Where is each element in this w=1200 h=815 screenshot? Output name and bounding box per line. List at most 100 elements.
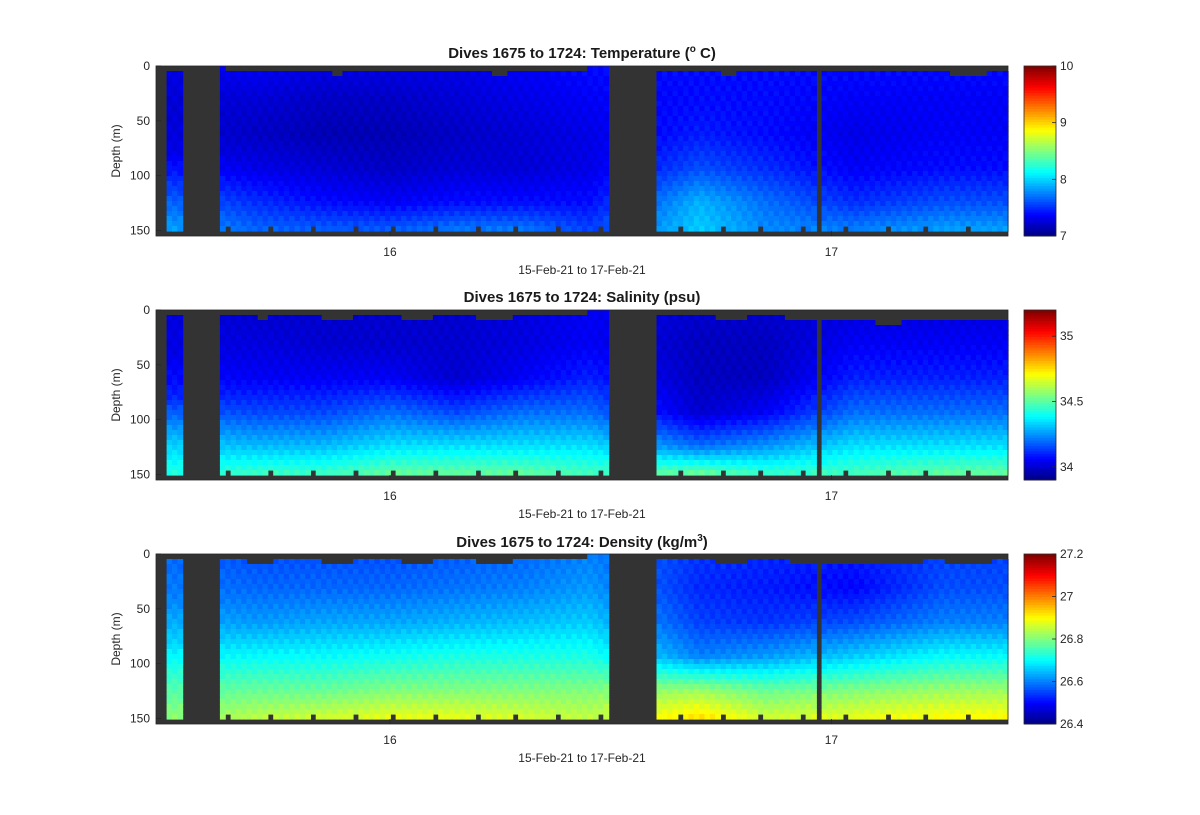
heatmap-cell <box>166 440 173 446</box>
heatmap-cell <box>566 221 572 227</box>
heatmap-cell <box>550 81 556 87</box>
heatmap-cell <box>534 116 540 122</box>
heatmap-cell <box>837 201 844 207</box>
heatmap-cell <box>944 76 950 82</box>
heatmap-cell <box>326 161 333 167</box>
heatmap-cell <box>571 176 578 182</box>
heatmap-cell <box>257 191 264 197</box>
heatmap-cell <box>874 176 881 182</box>
heatmap-cell <box>890 101 897 107</box>
heatmap-cell <box>672 91 679 97</box>
heatmap-cell <box>331 166 338 172</box>
heatmap-cell <box>709 101 716 107</box>
heatmap-cell <box>885 141 892 147</box>
heatmap-cell <box>736 161 743 167</box>
heatmap-cell <box>230 365 237 371</box>
heatmap-cell <box>757 71 764 77</box>
heatmap-cell <box>225 121 232 127</box>
heatmap-cell <box>491 211 498 217</box>
heatmap-cell <box>379 191 386 197</box>
heatmap-cell <box>235 136 242 142</box>
heatmap-cell <box>667 181 674 187</box>
heatmap-cell <box>933 146 940 152</box>
heatmap-cell <box>715 146 721 152</box>
heatmap-cell <box>225 186 232 192</box>
heatmap-cell <box>486 151 492 157</box>
heatmap-cell <box>475 76 482 82</box>
heatmap-cell <box>491 96 498 102</box>
heatmap-cell <box>603 106 610 112</box>
heatmap-cell <box>230 176 237 182</box>
heatmap-cell <box>858 101 865 107</box>
heatmap-cell <box>560 171 567 177</box>
heatmap-cell <box>523 141 530 147</box>
heatmap-cell <box>406 181 413 187</box>
heatmap-cell <box>672 146 679 152</box>
colorbar-tick-label: 8 <box>1060 172 1067 186</box>
heatmap-cell <box>656 141 663 147</box>
heatmap-cell <box>901 81 908 87</box>
heatmap-cell <box>592 86 599 92</box>
heatmap-cell <box>1002 176 1009 182</box>
heatmap-cell <box>582 186 588 192</box>
heatmap-cell <box>667 81 674 87</box>
heatmap-cell <box>965 146 972 152</box>
heatmap-cell <box>853 111 860 117</box>
heatmap-cell <box>225 330 232 336</box>
heatmap-cell <box>890 106 897 112</box>
heatmap-cell <box>299 166 306 172</box>
heatmap-cell <box>518 161 524 167</box>
heatmap-cell <box>267 96 274 102</box>
heatmap-cell <box>917 146 924 152</box>
heatmap-cell <box>858 196 865 202</box>
heatmap-cell <box>768 146 775 152</box>
heatmap-cell <box>741 151 748 157</box>
heatmap-cell <box>874 71 881 77</box>
heatmap-cell <box>321 176 327 182</box>
heatmap-cell <box>688 191 695 197</box>
heatmap-cell <box>869 146 876 152</box>
heatmap-cell <box>869 186 876 192</box>
heatmap-cell <box>347 126 354 132</box>
heatmap-cell <box>667 121 674 127</box>
heatmap-cell <box>278 201 285 207</box>
heatmap-cell <box>230 370 237 376</box>
heatmap-cell <box>773 166 780 172</box>
heatmap-cell <box>864 216 871 222</box>
heatmap-cell <box>166 136 173 142</box>
heatmap-cell <box>172 96 178 102</box>
heatmap-cell <box>310 156 317 162</box>
heatmap-cell <box>438 186 445 192</box>
heatmap-cell <box>693 136 700 142</box>
colorbar-segment <box>1024 81 1056 86</box>
heatmap-cell <box>342 131 349 137</box>
heatmap-cell <box>241 96 248 102</box>
heatmap-cell <box>230 425 237 431</box>
heatmap-cell <box>363 176 370 182</box>
heatmap-cell <box>443 106 450 112</box>
heatmap-cell <box>177 156 184 162</box>
heatmap-cell <box>448 126 455 132</box>
heatmap-cell <box>752 106 759 112</box>
heatmap-cell <box>672 201 679 207</box>
heatmap-cell <box>736 186 743 192</box>
heatmap-cell <box>582 176 588 182</box>
heatmap-cell <box>741 101 748 107</box>
heatmap-cell <box>438 91 445 97</box>
heatmap-cell <box>230 136 237 142</box>
heatmap-cell <box>949 166 956 172</box>
heatmap-cell <box>970 201 977 207</box>
heatmap-cell <box>262 116 269 122</box>
heatmap-cell <box>555 106 562 112</box>
heatmap-cell <box>869 196 876 202</box>
heatmap-cell <box>294 136 301 142</box>
heatmap-cell <box>219 141 226 147</box>
heatmap-cell <box>369 106 375 112</box>
heatmap-cell <box>166 410 173 416</box>
heatmap-cell <box>550 206 556 212</box>
heatmap-cell <box>571 101 578 107</box>
heatmap-cell <box>385 106 391 112</box>
heatmap-cell <box>337 141 343 147</box>
heatmap-cell <box>416 196 423 202</box>
heatmap-cell <box>390 91 397 97</box>
